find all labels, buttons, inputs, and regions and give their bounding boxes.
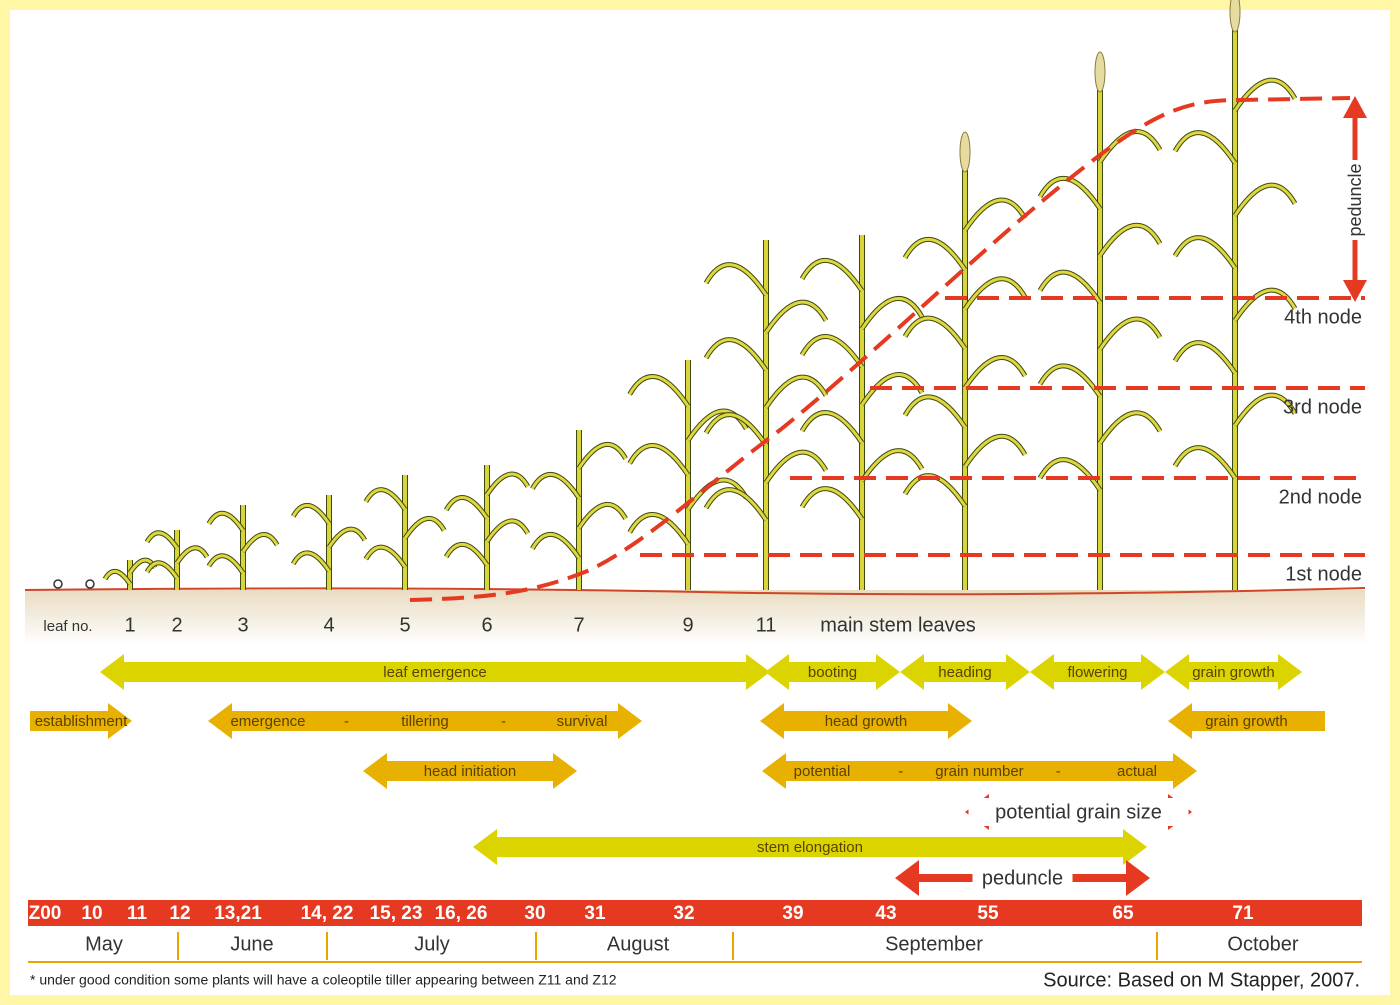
phase-label: potential grain size [995, 801, 1162, 823]
zadoks-label: 71 [1232, 903, 1254, 924]
phase-label: survival [557, 713, 608, 730]
leaf-number: 3 [237, 614, 248, 636]
leaf-number: 11 [756, 614, 777, 636]
zadoks-label: 12 [169, 903, 190, 924]
zadoks-label: 16, 26 [435, 903, 488, 924]
zadoks-label: 39 [782, 903, 803, 924]
soil [25, 590, 1365, 645]
phase-label: tillering [401, 713, 449, 730]
zadoks-label: 55 [977, 903, 999, 924]
phase-label: establishment [35, 713, 128, 730]
diagram: 4th node 3rd node 2nd node 1st node peduncle… [0, 0, 1400, 1005]
phase-label: head growth [825, 713, 908, 730]
phase-label: - [898, 763, 903, 780]
zadoks-label: 43 [875, 903, 896, 924]
node-label: 3rd node [1283, 396, 1362, 418]
phase-label: head initiation [424, 763, 517, 780]
month-label: October [1227, 933, 1298, 955]
phase-label: - [1056, 763, 1061, 780]
month-label: August [607, 933, 670, 955]
phase-label: heading [938, 664, 991, 681]
phase-label: - [501, 713, 506, 730]
zadoks-label: 11 [127, 903, 148, 924]
zadoks-label: 10 [81, 903, 102, 924]
phase-label: peduncle [982, 867, 1063, 889]
zadoks-label: 32 [673, 903, 694, 924]
phase-label: grain growth [1205, 713, 1288, 730]
month-label: September [885, 933, 983, 955]
footnote: * under good condition some plants will … [30, 972, 617, 988]
month-label: July [414, 933, 450, 955]
month-label: June [230, 933, 273, 955]
zadoks-label: 30 [524, 903, 545, 924]
zadoks-label: Z00 [29, 903, 62, 924]
phase-label: - [344, 713, 349, 730]
phase-label: potential [794, 763, 851, 780]
phase-label: grain growth [1192, 664, 1275, 681]
leaf-axis-label: leaf no. [43, 618, 92, 635]
leaf-number: 7 [573, 614, 584, 636]
zadoks-label: 15, 23 [370, 903, 423, 924]
phase-label: grain number [935, 763, 1023, 780]
leaf-number: 1 [124, 614, 135, 636]
phase-label: booting [808, 664, 857, 681]
phase-label: flowering [1067, 664, 1127, 681]
zadoks-label: 31 [584, 903, 606, 924]
node-label: 2nd node [1279, 486, 1362, 508]
zadoks-label: 14, 22 [301, 903, 354, 924]
zadoks-label: 65 [1112, 903, 1134, 924]
leaf-number: 4 [323, 614, 334, 636]
leaf-number: 5 [399, 614, 410, 636]
node-label: 4th node [1284, 306, 1362, 328]
leaf-number: 2 [171, 614, 182, 636]
month-label: May [85, 933, 123, 955]
phase-label: leaf emergence [383, 664, 486, 681]
phase-label: stem elongation [757, 839, 863, 856]
ear [1095, 52, 1105, 92]
peduncle-label: peduncle [1345, 163, 1365, 236]
node-label: 1st node [1285, 563, 1362, 585]
phase-label: actual [1117, 763, 1157, 780]
leaf-axis-caption: main stem leaves [820, 614, 976, 636]
ear [960, 132, 970, 172]
leaf-number: 9 [682, 614, 693, 636]
source: Source: Based on M Stapper, 2007. [1043, 969, 1360, 991]
phase-label: emergence [230, 713, 305, 730]
zadoks-label: 13,21 [214, 903, 262, 924]
ear [1230, 0, 1240, 32]
leaf-number: 6 [481, 614, 492, 636]
